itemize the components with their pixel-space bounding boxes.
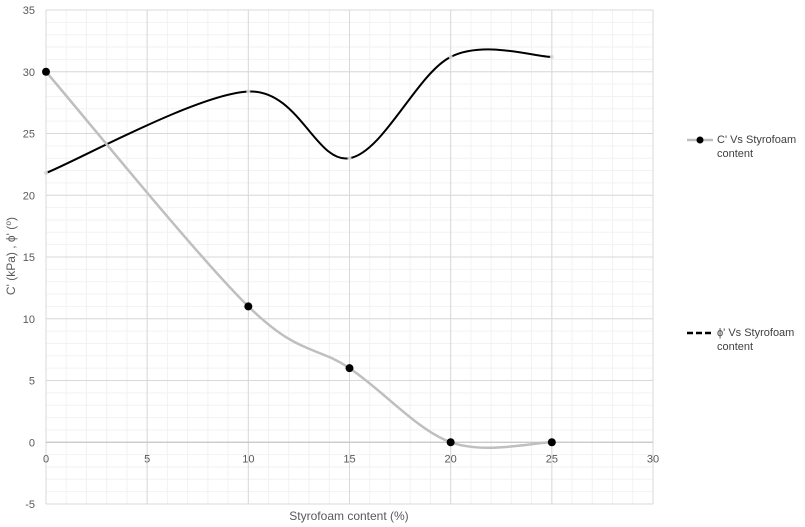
legend-label-0: C' Vs Styrofoam [717, 134, 796, 146]
legend-label-1: content [717, 341, 753, 353]
y-tick-label: 35 [23, 5, 35, 17]
y-tick-label: -5 [25, 499, 35, 511]
series-1-point [246, 89, 251, 94]
x-tick-label: 30 [647, 453, 659, 465]
series-0-point [244, 302, 253, 311]
x-tick-label: 25 [546, 453, 558, 465]
y-tick-label: 10 [23, 314, 35, 326]
legend: C' Vs Styrofoam content ϕ' Vs Styrofoam con… [687, 134, 796, 353]
y-tick-label: 20 [23, 190, 35, 202]
y-tick-label: 15 [23, 252, 35, 264]
legend-label-0: content [717, 148, 753, 160]
series-line-0 [45, 70, 552, 449]
y-tick-label: 30 [23, 67, 35, 79]
series-0-point [547, 438, 556, 447]
series-line-1 [45, 48, 552, 174]
legend-marker-0 [696, 136, 704, 144]
series-1-point [44, 171, 48, 176]
y-tick-label: 0 [29, 437, 35, 449]
legend-label-1: ϕ' Vs Styrofoam [717, 327, 794, 339]
series-0-point [42, 67, 50, 76]
series-0-point [345, 364, 354, 373]
y-tick-label: 25 [23, 129, 35, 141]
x-tick-label: 15 [343, 453, 355, 465]
series-1-point [549, 54, 554, 59]
series-0-point [446, 438, 455, 447]
x-tick-label: 0 [43, 453, 49, 465]
y-tick-label: 5 [29, 376, 35, 388]
tick-labels: 0 5 10 15 20 25 30 -5 0 5 10 15 20 25 30 35 [23, 5, 659, 511]
series-layer [42, 48, 556, 449]
series-1-point [347, 156, 352, 161]
x-tick-label: 10 [242, 453, 254, 465]
series-1-point [448, 54, 453, 59]
x-tick-label: 5 [144, 453, 150, 465]
x-axis-title: Styrofoam content (%) [289, 509, 408, 523]
x-tick-label: 20 [445, 453, 457, 465]
y-axis-title: C' (kPa) , ϕ' (⁰) [4, 217, 18, 295]
